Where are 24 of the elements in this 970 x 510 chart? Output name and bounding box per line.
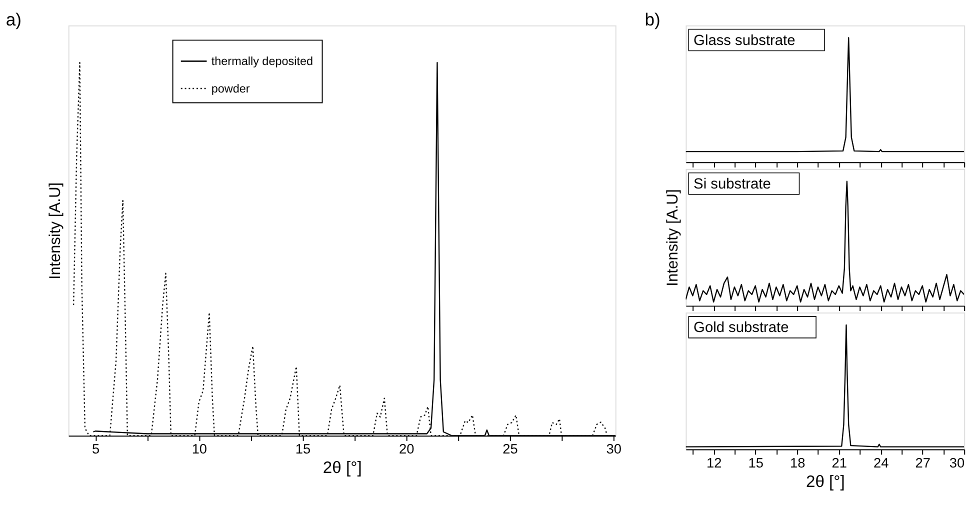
x-tick-label: 30 <box>949 455 966 470</box>
x-tick-label: 12 <box>706 455 722 470</box>
x-tick-label: 10 <box>192 442 208 457</box>
x-tick-label: 30 <box>606 442 622 457</box>
x-axis-title: 2θ [°] <box>806 472 845 491</box>
x-tick-label: 15 <box>295 442 312 457</box>
legend-label: thermally deposited <box>211 55 314 68</box>
y-axis-title: Intensity [A.U] <box>47 182 64 280</box>
legend-label: powder <box>211 82 250 96</box>
x-tick-label: 25 <box>502 442 518 457</box>
x-tick-label: 18 <box>790 455 806 470</box>
x-tick-label: 27 <box>915 455 930 470</box>
text: Gold substrate <box>694 320 789 336</box>
x-tick-label: 20 <box>399 442 415 457</box>
x-tick-label: 5 <box>92 442 100 457</box>
chart-title: b) <box>644 9 660 30</box>
x-tick-label: 21 <box>832 455 847 470</box>
text: Si substrate <box>694 176 771 192</box>
x-tick-label: 15 <box>748 455 764 470</box>
text: Glass substrate <box>694 32 796 49</box>
y-axis-title: Intensity [A.U] <box>664 189 682 286</box>
chart-title: a) <box>6 9 22 30</box>
x-axis-title: 2θ [°] <box>322 458 362 478</box>
x-tick-label: 24 <box>874 455 890 470</box>
